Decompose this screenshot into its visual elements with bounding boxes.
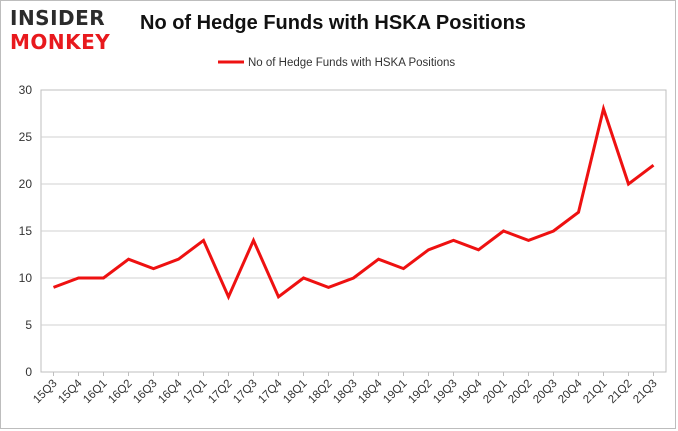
series-line <box>52 103 655 301</box>
x-tick-label: 17Q1 <box>181 378 209 406</box>
x-tick-label: 16Q2 <box>106 378 134 406</box>
x-tick-label: 19Q3 <box>431 378 459 406</box>
x-tick-label: 18Q3 <box>331 378 359 406</box>
x-tick-label: 19Q2 <box>406 378 434 406</box>
y-tick-label: 30 <box>19 83 33 97</box>
x-tick-label: 20Q3 <box>531 378 559 406</box>
x-tick-label: 18Q1 <box>281 378 309 406</box>
x-tick-label: 19Q1 <box>381 378 409 406</box>
x-tick-label: 20Q4 <box>556 377 585 406</box>
x-tick-label: 16Q3 <box>131 378 159 406</box>
logo-line-2: MONKEY <box>10 30 111 54</box>
y-tick-label: 15 <box>19 224 33 238</box>
y-tick-label: 20 <box>19 177 33 191</box>
logo-line-1: INSIDER <box>10 6 106 30</box>
chart-title: No of Hedge Funds with HSKA Positions <box>140 12 526 34</box>
x-tick-label: 19Q4 <box>456 377 485 406</box>
y-tick-label: 10 <box>19 271 33 285</box>
x-tick-label: 15Q3 <box>31 378 59 406</box>
x-tick-label: 21Q1 <box>581 378 609 406</box>
x-tick-label: 17Q3 <box>231 378 259 406</box>
x-tick-label: 17Q2 <box>206 378 234 406</box>
x-tick-label: 16Q1 <box>81 378 109 406</box>
x-tick-label: 20Q2 <box>506 378 534 406</box>
x-tick-label: 18Q4 <box>356 377 385 406</box>
y-tick-label: 25 <box>19 130 33 144</box>
legend-label: No of Hedge Funds with HSKA Positions <box>248 57 455 69</box>
y-tick-label: 0 <box>25 365 32 379</box>
x-tick-label: 21Q3 <box>631 378 659 406</box>
insider-monkey-logo: INSIDER MONKEY <box>10 6 126 54</box>
x-tick-label: 18Q2 <box>306 378 334 406</box>
x-tick-label: 16Q4 <box>156 377 185 406</box>
x-tick-label: 21Q2 <box>606 378 634 406</box>
y-tick-label: 5 <box>25 318 32 332</box>
x-tick-label: 20Q1 <box>481 378 509 406</box>
x-tick-label: 15Q4 <box>56 377 85 406</box>
x-tick-label: 17Q4 <box>256 377 285 406</box>
